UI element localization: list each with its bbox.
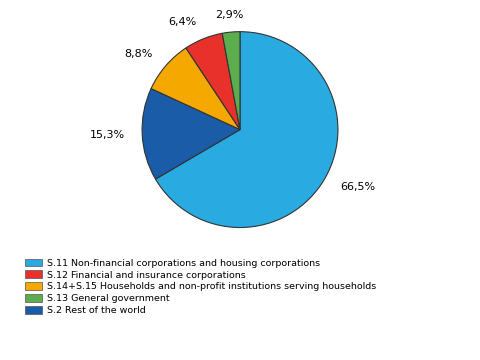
Legend: S.11 Non-financial corporations and housing corporations, S.12 Financial and ins: S.11 Non-financial corporations and hous… <box>24 257 378 317</box>
Wedge shape <box>151 48 240 130</box>
Text: 15,3%: 15,3% <box>89 130 125 140</box>
Wedge shape <box>186 33 240 130</box>
Text: 6,4%: 6,4% <box>168 17 197 27</box>
Text: 8,8%: 8,8% <box>124 49 152 59</box>
Text: 2,9%: 2,9% <box>216 9 244 19</box>
Wedge shape <box>142 89 240 179</box>
Text: 66,5%: 66,5% <box>340 182 375 192</box>
Wedge shape <box>156 32 338 228</box>
Wedge shape <box>222 32 240 130</box>
